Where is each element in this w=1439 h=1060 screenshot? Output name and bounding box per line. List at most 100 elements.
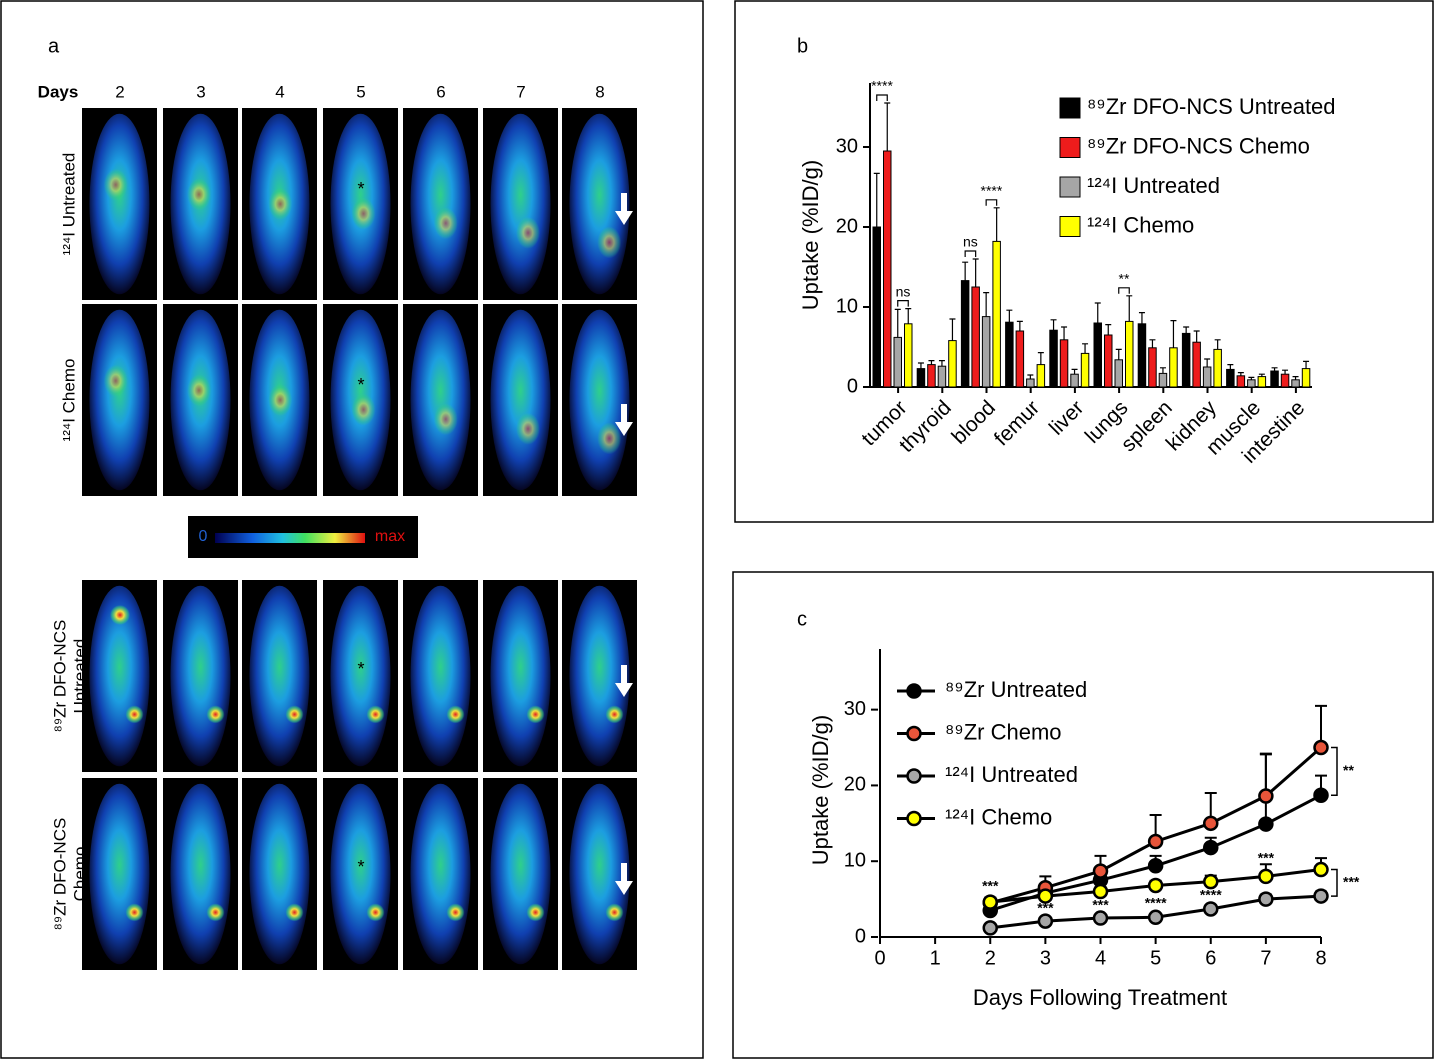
bar xyxy=(1280,373,1290,388)
pet-body xyxy=(569,113,630,295)
error-bar xyxy=(1138,312,1145,324)
significance-bracket xyxy=(964,250,977,257)
marker xyxy=(1203,815,1219,832)
significance-bracket xyxy=(897,300,909,307)
significance-label: ** xyxy=(1343,762,1354,778)
bar xyxy=(1236,375,1246,388)
error-bar xyxy=(1105,324,1112,335)
panel-c-frame xyxy=(732,571,1434,1059)
panel-b-frame xyxy=(734,0,1434,523)
error-bar xyxy=(1016,320,1023,331)
pet-body xyxy=(410,113,471,295)
error-bar xyxy=(949,318,956,341)
pet-body xyxy=(569,585,630,767)
pet-hotspot xyxy=(597,422,622,455)
bar xyxy=(1015,330,1025,388)
pet-body xyxy=(490,783,551,965)
significance-bracket xyxy=(876,94,888,101)
y-axis-label: Uptake (%ID/g) xyxy=(808,715,833,865)
panel-a-frame xyxy=(0,0,704,1059)
error-bar xyxy=(928,360,935,365)
pet-hotspot xyxy=(268,188,293,220)
legend-swatch xyxy=(1059,176,1081,198)
bar xyxy=(1005,321,1014,388)
pet-hotspot xyxy=(446,705,465,724)
legend-marker xyxy=(906,683,922,699)
marker xyxy=(1203,873,1219,890)
day-label: 2 xyxy=(115,82,124,101)
bar xyxy=(992,240,1001,388)
error-bar xyxy=(1061,326,1068,340)
bar xyxy=(1192,341,1201,388)
marker xyxy=(982,894,998,910)
bar xyxy=(916,368,926,388)
bar xyxy=(1213,348,1222,388)
error-bar xyxy=(1071,368,1078,375)
significance-bracket xyxy=(1331,868,1338,897)
pet-body xyxy=(170,585,231,767)
x-axis-label: Days Following Treatment xyxy=(973,985,1227,1010)
bar xyxy=(1026,378,1035,388)
pet-hotspot xyxy=(125,903,144,922)
pet-hotspot xyxy=(103,364,128,397)
error-bar xyxy=(1282,369,1289,375)
legend-label: ¹²⁴I Untreated xyxy=(945,762,1078,787)
legend-marker xyxy=(906,725,922,742)
x-tick-label: 8 xyxy=(1315,947,1326,969)
error-bar xyxy=(1193,330,1200,343)
error-bar xyxy=(917,362,924,369)
error-bar xyxy=(884,102,891,151)
bar xyxy=(1137,323,1147,388)
error-bar xyxy=(1006,309,1013,323)
bar xyxy=(1301,368,1311,388)
days-label: Days xyxy=(38,82,79,101)
bar xyxy=(1080,352,1090,388)
row-label: Untreated xyxy=(70,639,89,714)
y-tick-label: 30 xyxy=(844,698,866,720)
y-tick-label: 10 xyxy=(836,295,858,317)
pet-body xyxy=(249,585,310,767)
error-bar xyxy=(894,308,901,338)
marker xyxy=(1258,788,1274,804)
error-bar xyxy=(1258,373,1265,377)
legend-label: ¹²⁴I Chemo xyxy=(945,804,1052,829)
legend-label: ⁸⁹Zr Untreated xyxy=(945,677,1087,702)
bar xyxy=(1291,379,1300,388)
error-bar xyxy=(1183,326,1190,334)
significance-bracket xyxy=(1118,287,1130,294)
marker xyxy=(1203,901,1219,917)
bar xyxy=(937,365,947,388)
day-label: 3 xyxy=(196,82,205,101)
marker xyxy=(1037,888,1054,904)
pet-hotspot xyxy=(103,168,128,201)
row-label: ¹²⁴I Untreated xyxy=(59,153,78,256)
error-bar xyxy=(993,207,1000,242)
error-bar xyxy=(962,261,969,281)
bar xyxy=(1158,372,1168,388)
marker xyxy=(1092,883,1109,900)
marker xyxy=(1092,910,1109,926)
bar xyxy=(1181,332,1191,388)
marker xyxy=(1258,816,1274,832)
error-bar xyxy=(1050,319,1057,331)
bar xyxy=(904,323,913,388)
day-label: 5 xyxy=(356,82,365,101)
pet-body xyxy=(89,113,150,295)
significance-bracket xyxy=(1331,746,1338,797)
pet-body xyxy=(410,585,471,767)
marker xyxy=(1313,861,1329,878)
y-tick-label: 0 xyxy=(847,375,858,397)
bar xyxy=(1202,366,1212,388)
marker xyxy=(1147,833,1164,850)
bar xyxy=(960,280,970,388)
arrow xyxy=(615,863,633,895)
day-label: 4 xyxy=(275,82,284,101)
legend-swatch xyxy=(1059,216,1081,237)
pet-body xyxy=(490,309,551,491)
pet-body xyxy=(569,783,630,965)
bar xyxy=(971,286,980,388)
marker xyxy=(1258,891,1274,907)
day-label: 6 xyxy=(436,82,445,101)
